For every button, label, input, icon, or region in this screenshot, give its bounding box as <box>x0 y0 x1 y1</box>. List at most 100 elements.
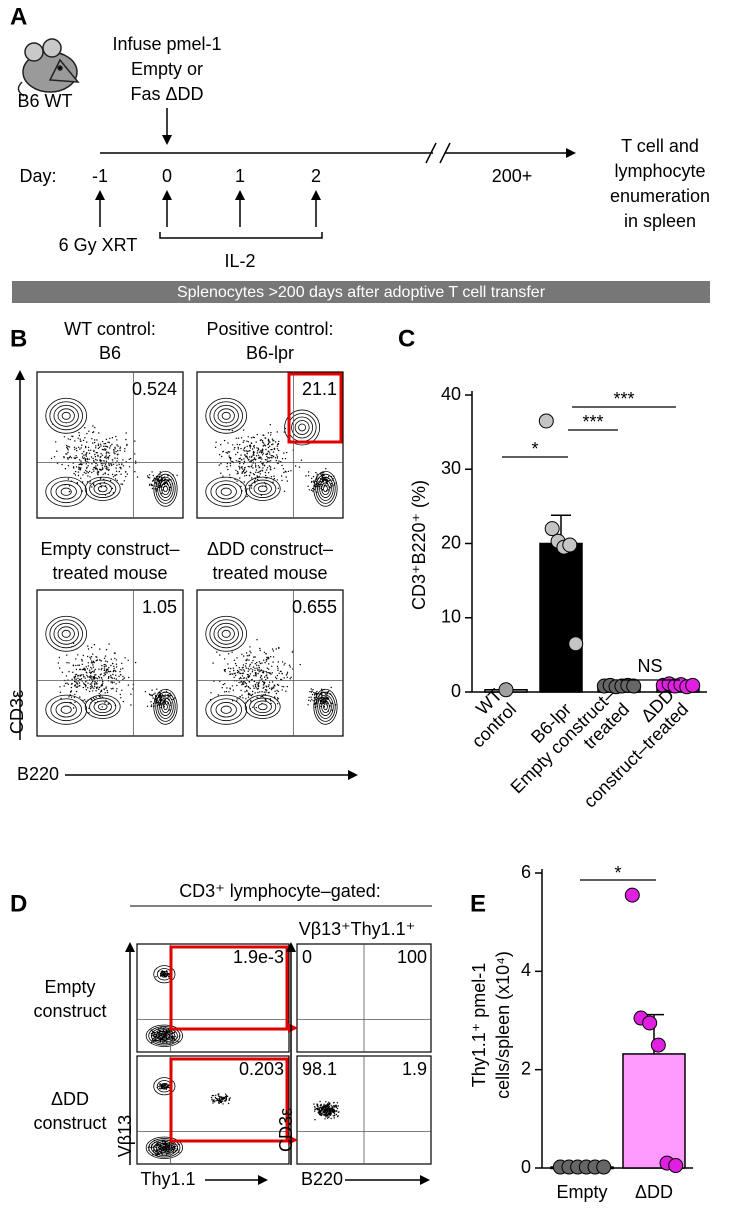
event-dot <box>250 699 252 701</box>
event-dot <box>114 453 116 455</box>
event-dot <box>225 1095 228 1097</box>
event-dot <box>123 480 126 482</box>
event-dot <box>113 681 115 683</box>
contour <box>210 698 242 722</box>
event-dot <box>92 680 94 683</box>
event-dot <box>59 667 61 669</box>
event-dot <box>92 697 95 699</box>
event-dot <box>326 1117 329 1119</box>
event-dot <box>96 659 99 661</box>
endpoint-text: enumeration <box>610 186 710 206</box>
event-dot <box>91 668 93 670</box>
event-dot <box>68 490 71 493</box>
event-dot <box>68 485 71 487</box>
event-dot <box>93 670 96 672</box>
event-dot <box>261 662 263 664</box>
event-dot <box>278 440 280 443</box>
event-dot <box>83 471 86 474</box>
contour <box>213 404 239 427</box>
event-dot <box>103 672 106 674</box>
contour <box>49 401 83 431</box>
event-dot <box>239 696 242 698</box>
event-dot <box>116 439 118 441</box>
event-dot <box>101 467 104 469</box>
event-dot <box>276 689 278 692</box>
event-dot <box>252 459 255 461</box>
event-dot <box>314 1119 316 1121</box>
event-dot <box>243 472 246 474</box>
event-dot <box>263 686 265 688</box>
event-dot <box>247 670 249 673</box>
event-dot <box>95 696 97 699</box>
event-dot <box>249 663 251 666</box>
event-dot <box>325 468 327 470</box>
event-dot <box>105 467 107 469</box>
event-dot <box>249 445 252 447</box>
contour <box>57 626 75 642</box>
event-dot <box>102 682 104 684</box>
event-dot <box>158 484 160 486</box>
event-dot <box>99 483 102 485</box>
event-dot <box>94 453 96 456</box>
event-dot <box>307 704 309 706</box>
event-dot <box>320 1103 322 1106</box>
contour <box>145 1024 183 1048</box>
event-dot <box>100 685 102 687</box>
event-dot <box>328 1106 331 1108</box>
event-dot <box>222 451 224 453</box>
contour <box>153 1141 176 1155</box>
event-dot <box>242 470 244 473</box>
event-dot <box>90 646 93 649</box>
event-dot <box>86 668 89 670</box>
event-dot <box>227 663 229 665</box>
event-dot <box>330 1109 332 1112</box>
event-dot <box>71 435 73 437</box>
event-dot <box>75 668 78 671</box>
event-dot <box>84 427 86 429</box>
event-dot <box>168 1084 170 1086</box>
event-dot <box>68 457 70 459</box>
event-dot <box>246 690 248 692</box>
contour <box>298 423 307 432</box>
event-dot <box>223 439 226 442</box>
event-dot <box>84 684 87 687</box>
event-dot <box>251 690 254 693</box>
event-dot <box>89 686 92 688</box>
event-dot <box>92 653 94 655</box>
event-dot <box>252 685 254 687</box>
contour <box>156 1142 173 1153</box>
event-dot <box>263 691 265 693</box>
contour <box>313 688 338 725</box>
event-dot <box>271 448 273 451</box>
event-dot <box>235 664 238 667</box>
event-dot <box>103 663 105 666</box>
event-dot <box>229 459 232 461</box>
event-dot <box>96 683 98 685</box>
event-dot <box>107 668 109 670</box>
contour <box>45 397 88 434</box>
event-dot <box>276 697 279 699</box>
event-dot <box>85 455 88 457</box>
event-dot <box>249 646 251 648</box>
event-dot <box>270 673 272 675</box>
event-dot <box>82 474 84 476</box>
row-label: Empty <box>44 977 95 997</box>
event-dot <box>319 1105 322 1107</box>
event-dot <box>161 478 164 481</box>
event-dot <box>125 438 127 441</box>
event-dot <box>78 434 81 437</box>
event-dot <box>250 668 252 670</box>
event-dot <box>99 674 102 676</box>
event-dot <box>81 663 84 665</box>
event-dot <box>212 1102 214 1104</box>
event-dot <box>259 676 262 679</box>
event-dot <box>232 689 234 691</box>
event-dot <box>246 440 248 442</box>
contour <box>53 404 79 427</box>
event-dot <box>248 655 250 657</box>
y-tick-label: 20 <box>441 532 461 552</box>
event-dot <box>259 457 261 459</box>
event-dot <box>90 672 93 674</box>
event-dot <box>324 1106 326 1108</box>
event-dot <box>85 453 88 455</box>
